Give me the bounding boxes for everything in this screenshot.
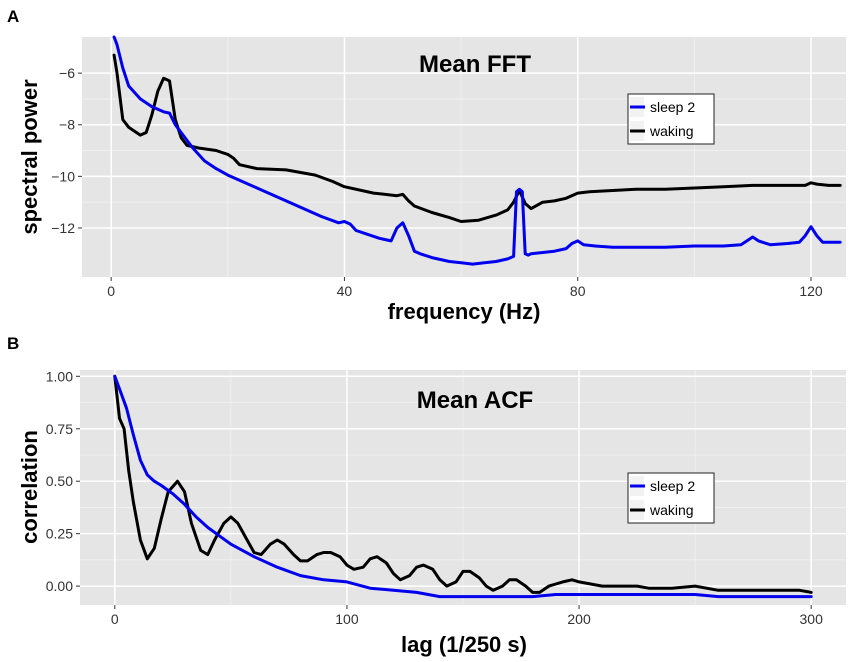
y-tick-label: 0.00 — [46, 578, 73, 594]
legend-label-sleep2: sleep 2 — [650, 99, 695, 115]
panel-b-major-grid — [80, 370, 846, 605]
panel-a-x-ticks: 0 40 80 120 — [107, 277, 823, 299]
legend-label-waking: waking — [649, 123, 694, 139]
panel-b: B Mean ACF sleep 2 waking 0 100 200 300 1.0… — [7, 334, 846, 657]
series-line-sleep2 — [112, 35, 842, 266]
panel-b-letter: B — [7, 334, 19, 353]
series-line-waking — [113, 374, 813, 594]
x-tick-label: 0 — [107, 283, 115, 299]
panel-a-series — [112, 35, 842, 266]
panel-a-title: Mean FFT — [419, 51, 531, 78]
panel-a-legend: sleep 2 waking — [627, 93, 715, 145]
panel-a: A Mean FFT sleep 2 waking 0 40 80 120 −6−8−… — [7, 7, 846, 324]
panel-b-x-axis-label: lag (1/250 s) — [401, 632, 527, 657]
x-tick-label: 0 — [111, 611, 119, 627]
legend-label-waking: waking — [649, 502, 694, 518]
panel-b-x-ticks: 0 100 200 300 — [111, 605, 823, 627]
x-tick-label: 120 — [799, 283, 823, 299]
y-tick-label: −8 — [59, 117, 75, 133]
series-line-waking — [112, 53, 842, 223]
panel-b-series — [113, 374, 813, 599]
legend-label-sleep2: sleep 2 — [650, 478, 695, 494]
y-tick-label: 0.75 — [46, 421, 73, 437]
y-tick-label: 0.50 — [46, 473, 73, 489]
panel-a-major-grid — [82, 37, 846, 277]
panel-b-y-ticks: 1.00 0.75 0.50 0.25 0.00 — [46, 368, 80, 594]
x-tick-label: 100 — [335, 611, 359, 627]
panel-b-minor-grid — [80, 370, 846, 605]
panel-a-y-ticks: −6 −8 −10 −12 — [51, 65, 82, 236]
y-tick-label: −12 — [51, 220, 75, 236]
panel-b-legend: sleep 2 waking — [627, 472, 715, 524]
panel-b-y-axis-label: correlation — [17, 430, 42, 544]
series-line-sleep2 — [113, 374, 813, 599]
panel-b-title: Mean ACF — [417, 387, 533, 414]
y-tick-label: 0.25 — [46, 526, 73, 542]
panel-a-minor-grid — [82, 37, 846, 277]
y-tick-label: −6 — [59, 65, 75, 81]
panel-a-y-axis-label: spectral power — [17, 79, 42, 235]
panel-a-letter: A — [7, 7, 19, 26]
x-tick-label: 300 — [800, 611, 824, 627]
x-tick-label: 200 — [567, 611, 591, 627]
panel-a-plot-background — [82, 37, 846, 277]
x-tick-label: 80 — [570, 283, 586, 299]
x-tick-label: 40 — [337, 283, 353, 299]
panel-a-x-axis-label: frequency (Hz) — [388, 299, 541, 324]
y-tick-label: −10 — [51, 168, 75, 184]
y-tick-label: 1.00 — [46, 368, 73, 384]
